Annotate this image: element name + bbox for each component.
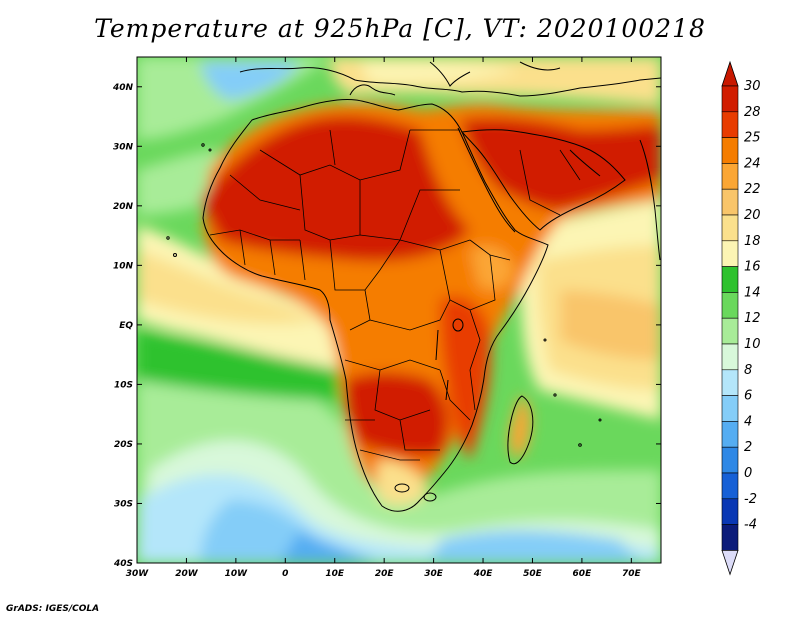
colorbar-swatch	[721, 317, 739, 345]
country-borders	[209, 129, 581, 461]
map-title: Temperature at 925hPa [C], VT: 202010021…	[94, 14, 706, 43]
lat-tick-label: EQ	[119, 321, 133, 331]
colorbar-level-label: 12	[744, 311, 761, 326]
europe-coastline	[239, 67, 661, 97]
colorbar-level-label: 10	[744, 337, 761, 352]
colorbar-level-label: 16	[744, 260, 761, 275]
colorbar-swatch	[721, 137, 739, 164]
colorbar-level-label: 22	[744, 182, 761, 197]
madagascar-coastline	[507, 395, 534, 465]
colorbar-swatch	[721, 85, 739, 113]
lon-tick-label: 30W	[126, 569, 150, 579]
colorbar-level-label: 2	[744, 440, 752, 455]
colorbar-swatch	[721, 472, 739, 500]
colorbar-swatch	[721, 524, 739, 551]
colorbar-swatch	[721, 266, 739, 293]
colorbar-level-label: 14	[744, 285, 761, 300]
colorbar-swatch	[721, 214, 739, 242]
lon-tick-label: 40E	[473, 569, 494, 579]
colorbar-top-arrow	[721, 60, 739, 87]
colorbar-level-label: -4	[744, 518, 757, 533]
colorbar-swatch	[721, 446, 739, 474]
colorbar-level-label: 0	[744, 466, 752, 481]
colorbar-swatch	[721, 188, 739, 216]
colorbar-level-label: 6	[744, 389, 752, 404]
axes: 30W 20W 10W 0 10E 20E 30E 40E 50E 60E 70E 40N 30N 20N…	[112, 57, 661, 579]
lat-tick-label: 20N	[113, 202, 134, 212]
temperature-field	[137, 57, 661, 563]
colorbar-swatch	[721, 163, 739, 190]
colorbar-level-label: -2	[744, 492, 757, 507]
lat-tick-label: 40N	[112, 83, 134, 93]
lon-tick-label: 70E	[622, 569, 642, 579]
plot-frame	[136, 56, 662, 564]
colorbar-swatch	[721, 111, 739, 138]
lon-tick-label: 0	[282, 569, 288, 579]
lat-tick-label: 40S	[113, 559, 133, 569]
lat-tick-label: 30S	[114, 499, 133, 509]
lon-tick-label: 50E	[523, 569, 543, 579]
lon-tick-label: 30E	[424, 569, 444, 579]
persian-gulf-coast	[569, 149, 601, 177]
lat-tick-label: 30N	[113, 142, 134, 152]
lon-tick-label: 20W	[175, 569, 199, 579]
colorbar-swatch	[721, 369, 739, 396]
lon-tick-label: 60E	[573, 569, 593, 579]
colorbar-swatch	[721, 498, 739, 525]
lon-tick-label: 10W	[225, 569, 249, 579]
colorbar-level-label: 24	[744, 156, 761, 171]
india-coastline	[639, 139, 661, 261]
colorbar-swatch	[721, 421, 739, 448]
lon-tick-label: 10E	[325, 569, 345, 579]
arabia-coastline	[460, 129, 626, 231]
africa-coastline	[202, 99, 549, 512]
software-credit: GrADS: IGES/COLA	[6, 604, 100, 614]
lon-tick-label: 20E	[375, 569, 395, 579]
colorbar-swatch	[721, 292, 739, 319]
colorbar-swatch	[721, 343, 739, 371]
colorbar-swatch	[721, 395, 739, 422]
lat-tick-label: 10S	[114, 380, 133, 390]
colorbar-level-label: 18	[744, 234, 761, 249]
colorbar-level-label: 20	[744, 208, 761, 223]
red-sea-coast	[457, 127, 516, 233]
colorbar-bottom-arrow	[721, 550, 739, 576]
colorbar-level-label: 30	[744, 79, 761, 94]
colorbar-swatch	[721, 240, 739, 267]
colorbar-level-label: 25	[744, 131, 761, 146]
colorbar-level-label: 28	[744, 105, 761, 120]
colorbar-level-label: 8	[744, 363, 752, 378]
lat-tick-label: 10N	[113, 261, 134, 271]
lat-tick-label: 20S	[114, 440, 133, 450]
colorbar-level-label: 4	[744, 414, 752, 429]
coastline-layer	[166, 61, 661, 512]
